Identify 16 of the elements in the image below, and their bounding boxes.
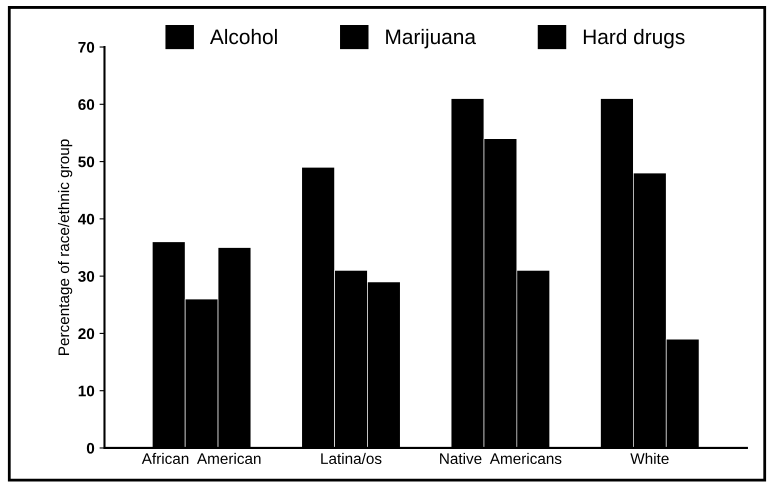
y-tick-label: 60 xyxy=(78,99,94,110)
y-tick-label: 30 xyxy=(78,271,94,282)
y-tick-label: 20 xyxy=(78,328,94,340)
legend-label: Hard drugs xyxy=(584,28,685,48)
x-tick-label: African American xyxy=(142,452,260,464)
legend-label: Alcohol xyxy=(210,28,277,44)
x-tick-label: White xyxy=(630,452,669,464)
x-tick-label: Native Americans xyxy=(440,452,562,464)
y-tick-label: 10 xyxy=(78,386,94,396)
legend-label: Marijuana xyxy=(386,28,476,48)
y-tick-label: 40 xyxy=(78,214,94,225)
y-tick-label: 70 xyxy=(78,42,94,53)
x-tick-label: Latina/os xyxy=(321,452,382,464)
y-tick-label: 0 xyxy=(86,442,94,454)
y-tick-label: 50 xyxy=(78,156,94,168)
y-axis-title: Percentage of race/ethnic group xyxy=(58,139,72,355)
